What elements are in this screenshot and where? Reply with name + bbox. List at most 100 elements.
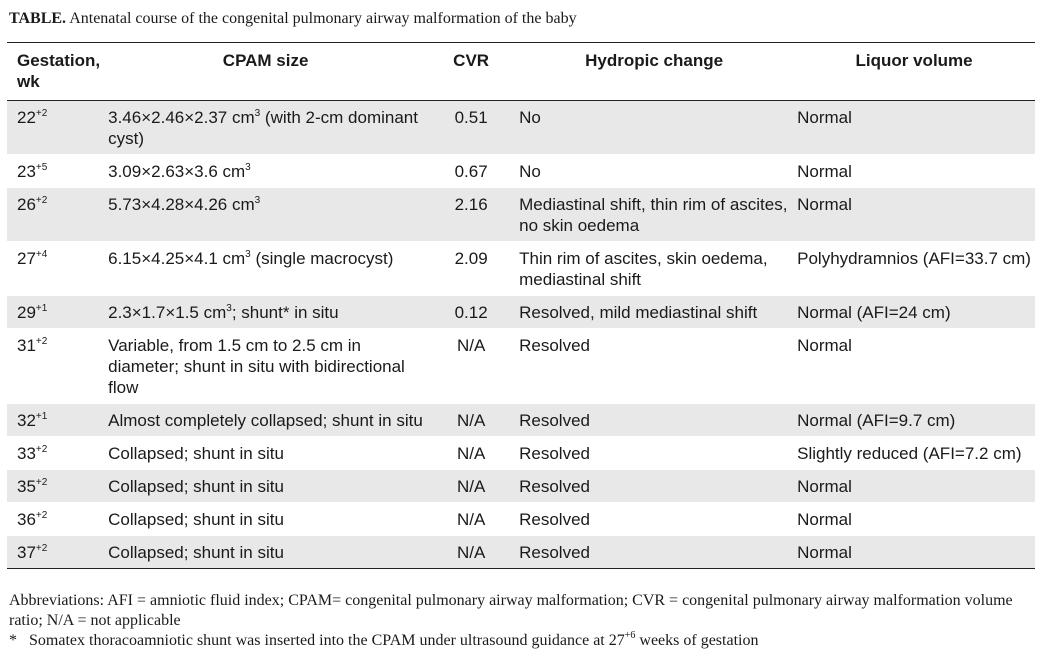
table-row: 35+2 Collapsed; shunt in situ N/A Resolved N… xyxy=(7,469,1035,503)
hydropic-change-value: Resolved xyxy=(519,510,590,529)
footnote-mark: * xyxy=(9,632,17,649)
footnote-text: Somatex thoracoamniotic shunt was insert… xyxy=(29,632,625,649)
gestation-week: 26 xyxy=(17,195,36,214)
table-row: 32+1 Almost completely collapsed; shunt i… xyxy=(7,403,1035,437)
cell-cvr: N/A xyxy=(427,470,515,503)
cpam-size-value: 2.3×1.7×1.5 cm xyxy=(108,303,227,322)
cell-gestation: 32+1 xyxy=(7,404,104,437)
liquor-volume-value: Normal xyxy=(797,108,852,127)
footnote: * Somatex thoracoamniotic shunt was inse… xyxy=(9,631,1039,651)
cell-cvr: N/A xyxy=(427,404,515,437)
liquor-volume-value: Normal xyxy=(797,510,852,529)
header-cvr: CVR xyxy=(453,51,490,70)
cell-gestation: 26+2 xyxy=(7,188,104,242)
cell-hydropic-change: Resolved, mild mediastinal shift xyxy=(515,296,793,329)
header-cpam-size: CPAM size xyxy=(222,51,309,70)
cell-liquor-volume: Normal xyxy=(793,188,1035,242)
cvr-value: N/A xyxy=(456,477,486,496)
gestation-week: 37 xyxy=(17,543,36,562)
cvr-value: 0.67 xyxy=(454,162,488,181)
cell-cpam-size: 5.73×4.28×4.26 cm3 xyxy=(104,188,427,242)
hydropic-change-value: Resolved xyxy=(519,444,590,463)
gestation-days: +2 xyxy=(35,195,48,206)
gestation-days: +1 xyxy=(35,303,48,314)
cell-hydropic-change: Resolved xyxy=(515,470,793,503)
caption-label: TABLE. xyxy=(9,10,67,27)
cell-liquor-volume: Normal xyxy=(793,536,1035,569)
gestation-week: 36 xyxy=(17,510,36,529)
liquor-volume-value: Slightly reduced (AFI=7.2 cm) xyxy=(797,444,1022,463)
cell-gestation: 23+5 xyxy=(7,155,104,188)
cell-liquor-volume: Normal xyxy=(793,470,1035,503)
footnote-tail: weeks of gestation xyxy=(635,632,759,649)
cpam-size-value: 3.09×2.63×3.6 cm xyxy=(108,162,246,181)
cell-cvr: N/A xyxy=(427,437,515,470)
cell-cpam-size: Collapsed; shunt in situ xyxy=(104,437,427,470)
gestation-week: 29 xyxy=(17,303,36,322)
gestation-days: +2 xyxy=(35,510,48,521)
gestation-days: +2 xyxy=(35,444,48,455)
cpam-size-value: Variable, from 1.5 cm to 2.5 cm in diame… xyxy=(108,336,405,397)
cell-cvr: 0.51 xyxy=(427,101,515,155)
cell-hydropic-change: Resolved xyxy=(515,404,793,437)
cpam-size-unit-superscript: 3 xyxy=(245,162,251,173)
cvr-value: 2.09 xyxy=(454,249,488,268)
hydropic-change-value: Resolved xyxy=(519,336,590,355)
header-hydropic-change: Hydropic change xyxy=(585,51,724,70)
cpam-size-value: 6.15×4.25×4.1 cm xyxy=(108,249,246,268)
cell-cpam-size: 3.09×2.63×3.6 cm3 xyxy=(104,155,427,188)
cpam-size-unit-superscript: 3 xyxy=(254,195,261,206)
footnote-superscript: +6 xyxy=(624,630,636,641)
cell-gestation: 27+4 xyxy=(7,242,104,296)
cvr-value: N/A xyxy=(456,411,486,430)
cell-hydropic-change: Resolved xyxy=(515,437,793,470)
table-row: 37+2 Collapsed; shunt in situ N/A Resolved N… xyxy=(7,535,1035,569)
hydropic-change-value: Resolved, mild mediastinal shift xyxy=(519,303,758,322)
cell-liquor-volume: Normal xyxy=(793,503,1035,536)
cell-liquor-volume: Normal xyxy=(793,101,1035,155)
cell-cpam-size: Collapsed; shunt in situ xyxy=(104,470,427,503)
liquor-volume-value: Normal xyxy=(797,162,852,181)
header-liquor-volume: Liquor volume xyxy=(855,51,973,70)
hydropic-change-value: No xyxy=(519,162,541,181)
cell-liquor-volume: Normal (AFI=24 cm) xyxy=(793,296,1035,329)
table-caption: TABLE. Antenatal course of the congenita… xyxy=(9,9,577,29)
cvr-value: N/A xyxy=(456,510,486,529)
cell-cpam-size: Variable, from 1.5 cm to 2.5 cm in diame… xyxy=(104,329,427,404)
cell-hydropic-change: No xyxy=(515,101,793,155)
cell-cpam-size: 3.46×2.46×2.37 cm3 (with 2-cm dominant c… xyxy=(104,101,427,155)
cell-cpam-size: Collapsed; shunt in situ xyxy=(104,503,427,536)
cpam-size-note: (with 2-cm dominant cyst) xyxy=(108,108,418,148)
cell-gestation: 37+2 xyxy=(7,536,104,569)
cell-hydropic-change: Mediastinal shift, thin rim of ascites, … xyxy=(515,188,793,242)
cvr-value: 0.12 xyxy=(454,303,488,322)
gestation-days: +1 xyxy=(35,411,48,422)
table-row: 31+2 Variable, from 1.5 cm to 2.5 cm in d… xyxy=(7,329,1035,404)
cell-liquor-volume: Slightly reduced (AFI=7.2 cm) xyxy=(793,437,1035,470)
table-row: 23+5 3.09×2.63×3.6 cm3 0.67 No Normal xyxy=(7,155,1035,188)
hydropic-change-value: No xyxy=(519,108,541,127)
gestation-week: 22 xyxy=(17,108,36,127)
cell-gestation: 36+2 xyxy=(7,503,104,536)
cell-cvr: 0.67 xyxy=(427,155,515,188)
cell-cvr: 2.09 xyxy=(427,242,515,296)
gestation-days: +2 xyxy=(35,336,48,347)
table-notes: Abbreviations: AFI = amniotic fluid inde… xyxy=(9,591,1039,651)
cell-liquor-volume: Polyhydramnios (AFI=33.7 cm) xyxy=(793,242,1035,296)
cvr-value: N/A xyxy=(456,543,486,562)
table-row: 27+4 6.15×4.25×4.1 cm3 (single macrocyst)… xyxy=(7,242,1035,296)
gestation-days: +5 xyxy=(35,162,48,173)
cpam-size-value: Collapsed; shunt in situ xyxy=(108,510,284,529)
gestation-week: 32 xyxy=(17,411,36,430)
cpam-size-value: Collapsed; shunt in situ xyxy=(108,477,284,496)
cell-liquor-volume: Normal (AFI=9.7 cm) xyxy=(793,404,1035,437)
cell-cpam-size: 6.15×4.25×4.1 cm3 (single macrocyst) xyxy=(104,242,427,296)
liquor-volume-value: Normal (AFI=9.7 cm) xyxy=(797,411,956,430)
cpam-size-value: Almost completely collapsed; shunt in si… xyxy=(108,411,423,430)
cell-cvr: 0.12 xyxy=(427,296,515,329)
gestation-days: +2 xyxy=(35,543,48,554)
gestation-days: +4 xyxy=(35,249,48,260)
liquor-volume-value: Normal xyxy=(797,195,852,214)
hydropic-change-value: Resolved xyxy=(519,543,590,562)
cell-gestation: 33+2 xyxy=(7,437,104,470)
